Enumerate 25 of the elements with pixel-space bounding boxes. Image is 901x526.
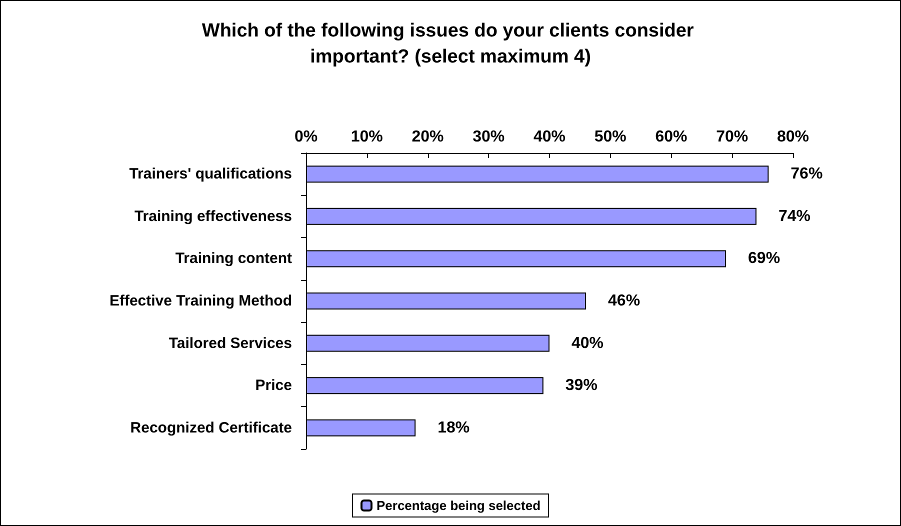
x-tick-label: 10% <box>350 128 383 146</box>
chart-title: Which of the following issues do your clients consider important? (select maximum 4) <box>202 20 700 68</box>
data-label: 18% <box>438 419 470 436</box>
y-tick-label: Price <box>255 377 292 394</box>
data-label: 40% <box>572 334 604 352</box>
legend-label: Percentage being selected <box>376 498 541 513</box>
x-tick-label: 50% <box>594 128 626 146</box>
y-tick-label: Training effectiveness <box>134 208 292 225</box>
y-tick-label: Training content <box>175 250 292 268</box>
data-label: 76% <box>790 166 823 183</box>
x-tick-label: 40% <box>533 128 566 146</box>
data-label: 39% <box>565 377 598 394</box>
x-tick-label: 70% <box>716 128 748 146</box>
x-tick-label: 80% <box>776 128 810 146</box>
x-tick-label: 20% <box>412 128 444 146</box>
y-tick-label: Tailored Services <box>168 334 292 352</box>
y-tick-label: Effective Training Method <box>109 292 292 310</box>
data-label: 46% <box>608 292 640 310</box>
data-label: 69% <box>748 250 780 268</box>
x-tick-label: 60% <box>655 128 688 146</box>
x-tick-label: 30% <box>472 128 505 146</box>
data-label: 74% <box>778 208 811 225</box>
y-tick-label: Trainers' qualifications <box>129 166 292 183</box>
x-tick-label: 0% <box>294 128 318 146</box>
y-tick-label: Recognized Certificate <box>130 419 292 436</box>
